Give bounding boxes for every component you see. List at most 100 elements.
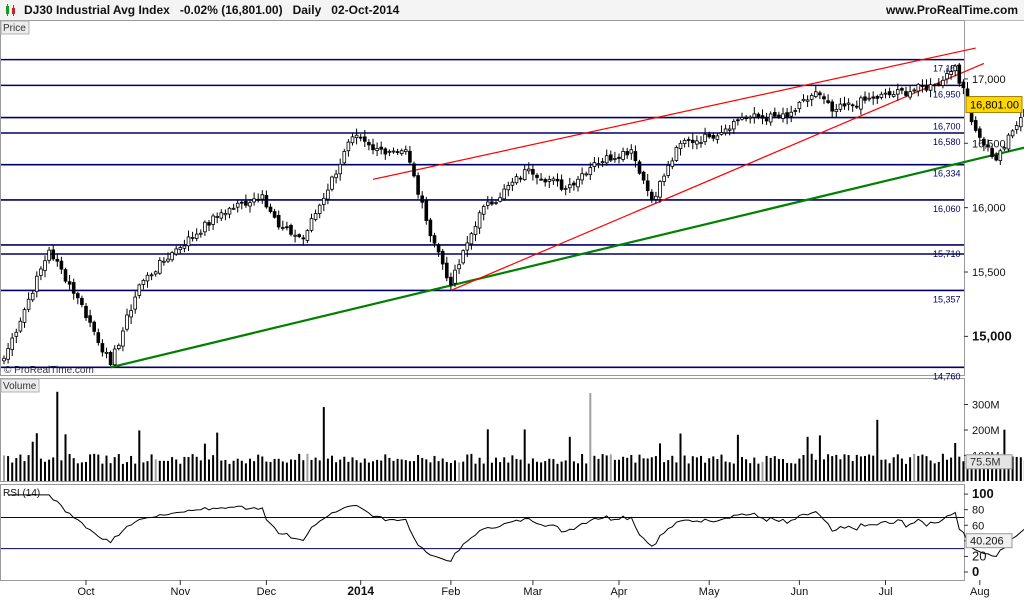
volume-bar <box>937 461 940 481</box>
volume-bar <box>810 453 813 481</box>
price-bar <box>43 260 47 271</box>
price-tick-label: 15,000 <box>972 328 1012 343</box>
price-bar <box>707 133 711 138</box>
price-bar <box>662 175 666 182</box>
price-bar <box>239 201 244 204</box>
price-bar <box>957 64 962 84</box>
price-bar <box>736 119 740 122</box>
price-bar <box>1006 134 1011 150</box>
volume-bar <box>167 460 169 481</box>
volume-bar <box>351 457 354 481</box>
price-bar <box>301 237 306 240</box>
price-bar <box>399 150 404 154</box>
volume-bar <box>306 453 309 481</box>
volume-bar <box>671 455 674 481</box>
price-bar <box>141 280 146 285</box>
price-bar <box>568 184 572 189</box>
price-axis: 15,000 15,500 16,000 16,500 17,000 <box>964 74 1012 343</box>
volume-bar <box>64 434 67 481</box>
rsi-last-box <box>965 533 1013 549</box>
date-tick-label: Mar <box>523 586 542 598</box>
price-change: -0.02% (16,801.00) <box>179 3 283 17</box>
price-bar <box>18 320 23 332</box>
volume-bar <box>261 456 264 481</box>
price-bar <box>10 337 15 350</box>
volume-bar <box>950 457 953 481</box>
volume-bar <box>847 455 850 481</box>
volume-bar <box>48 459 51 481</box>
price-bar <box>133 296 138 310</box>
rsi-label: RSI (14) <box>3 488 40 499</box>
volume-bar <box>531 458 534 481</box>
price-bar <box>39 268 43 276</box>
volume-bar <box>331 455 333 481</box>
volume-bar <box>203 443 206 481</box>
price-bar <box>473 226 478 235</box>
price-bar <box>35 275 39 293</box>
volume-bar <box>585 463 588 481</box>
volume-bar <box>19 454 22 481</box>
price-bar <box>485 201 490 206</box>
price-bar <box>379 146 383 150</box>
price-bar <box>272 211 277 218</box>
volume-bar <box>85 461 87 481</box>
volume-bar <box>618 459 620 481</box>
price-bar <box>908 91 912 98</box>
volume-bar <box>314 457 317 481</box>
last-price-box <box>965 96 1023 114</box>
price-bar <box>748 116 752 119</box>
price-bar <box>625 151 629 156</box>
volume-bar <box>269 461 272 481</box>
volume-bar <box>462 461 465 481</box>
header-date: 02-Oct-2014 <box>331 3 400 17</box>
price-bar <box>994 154 998 161</box>
price-bar <box>818 92 822 96</box>
price-bar <box>809 95 814 100</box>
price-bar <box>289 225 293 235</box>
volume-bar <box>191 454 194 481</box>
volume-bar <box>486 429 489 481</box>
price-bar <box>338 163 342 175</box>
volume-bar <box>441 458 444 481</box>
volume-bar <box>761 461 764 481</box>
price-bar <box>51 249 55 260</box>
volume-bar <box>11 462 14 481</box>
price-bar <box>162 260 166 263</box>
price-bar <box>867 97 871 100</box>
volume-last-value: 75.5M <box>970 457 1001 469</box>
price-bar <box>321 197 326 205</box>
price-bar <box>645 180 650 192</box>
volume-bar <box>347 461 350 481</box>
price-bar <box>227 207 232 215</box>
date-tick-label: Jun <box>791 586 809 598</box>
price-bar <box>96 332 101 343</box>
chart-title: DJ30 Industrial Avg Index -0.02% (16,801… <box>24 3 399 17</box>
price-bar <box>194 233 199 239</box>
volume-bar <box>646 458 649 481</box>
price-bar <box>547 179 552 182</box>
level-label: 14,760 <box>933 371 961 381</box>
price-bar <box>47 249 51 261</box>
volume-bar <box>777 458 780 481</box>
site-url[interactable]: www.ProRealTime.com <box>885 3 1018 17</box>
price-bar <box>584 173 588 176</box>
volume-bar <box>958 456 961 481</box>
volume-bar <box>859 456 862 481</box>
volume-bar <box>384 454 387 481</box>
volume-bar <box>568 436 571 481</box>
price-bar <box>789 111 793 117</box>
volume-bar <box>23 461 26 481</box>
price-bar <box>145 274 150 282</box>
price-bar <box>572 182 576 186</box>
price-bar <box>469 233 474 245</box>
volume-bar <box>7 456 10 481</box>
price-bar <box>592 162 597 167</box>
price-bar <box>904 91 908 96</box>
level-label: 16,950 <box>933 89 961 99</box>
volume-bar <box>855 454 858 481</box>
price-bar <box>539 178 543 181</box>
volume-bar <box>400 459 403 481</box>
price-bar <box>1010 130 1015 137</box>
date-tick-label: Oct <box>77 586 94 598</box>
price-bar <box>732 121 736 130</box>
